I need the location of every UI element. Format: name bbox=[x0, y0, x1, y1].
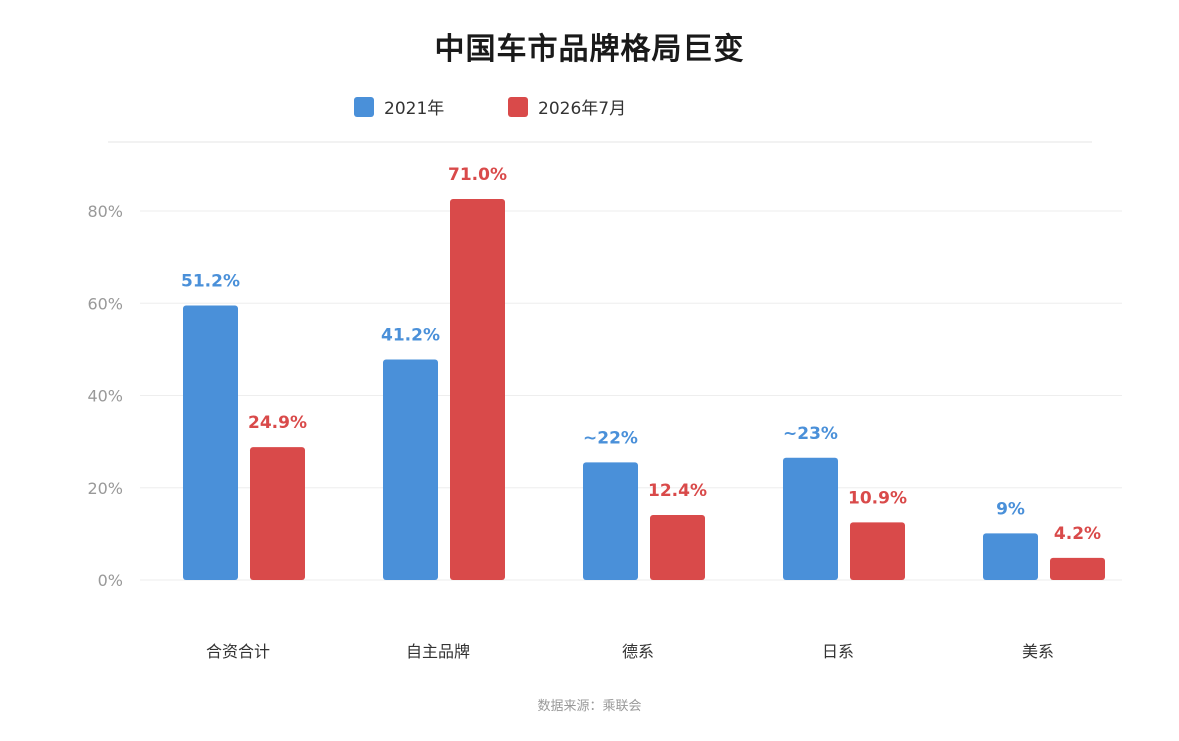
legend-item-2026-jul[interactable]: 2026年7月 bbox=[508, 94, 626, 119]
bar bbox=[983, 533, 1038, 580]
chart-title: 中国车市品牌格局巨变 bbox=[434, 32, 745, 67]
bar bbox=[383, 359, 438, 580]
data-label: 51.2% bbox=[181, 272, 240, 292]
data-label: ~22% bbox=[583, 428, 638, 448]
data-label: 12.4% bbox=[648, 481, 707, 501]
x-tick-label: 合资合计 bbox=[206, 642, 270, 661]
data-label: 24.9% bbox=[248, 413, 307, 433]
legend-label-2021: 2021年 bbox=[384, 99, 445, 119]
y-tick-label: 20% bbox=[87, 479, 123, 498]
bar bbox=[650, 514, 705, 580]
x-tick-label: 德系 bbox=[622, 642, 654, 661]
x-tick-label: 日系 bbox=[822, 642, 854, 661]
legend-swatch-2021 bbox=[354, 96, 374, 117]
bar bbox=[850, 522, 905, 580]
bar bbox=[183, 305, 238, 580]
data-label: 41.2% bbox=[381, 326, 440, 346]
bar bbox=[783, 457, 838, 580]
x-tick-label: 美系 bbox=[1022, 642, 1054, 661]
legend: 2021年 2026年7月 bbox=[0, 94, 1179, 120]
legend-label-2026-jul: 2026年7月 bbox=[538, 99, 627, 119]
legend-item-2021[interactable]: 2021年 bbox=[354, 94, 444, 119]
data-label: 10.9% bbox=[848, 488, 907, 508]
data-label: 9% bbox=[996, 499, 1025, 519]
bar bbox=[583, 462, 638, 580]
y-tick-label: 80% bbox=[87, 202, 123, 221]
y-tick-label: 60% bbox=[87, 294, 123, 313]
x-tick-label: 自主品牌 bbox=[406, 642, 470, 661]
bar bbox=[450, 199, 505, 580]
data-label: 71.0% bbox=[448, 165, 507, 185]
bar bbox=[250, 447, 305, 580]
y-tick-label: 0% bbox=[98, 571, 123, 590]
data-label: 4.2% bbox=[1054, 524, 1101, 544]
y-tick-label: 40% bbox=[87, 387, 123, 406]
source-note: 数据来源：乘联会 bbox=[537, 699, 642, 714]
bar bbox=[1050, 557, 1105, 580]
legend-swatch-2026-jul bbox=[508, 96, 528, 117]
data-label: ~23% bbox=[783, 424, 838, 444]
